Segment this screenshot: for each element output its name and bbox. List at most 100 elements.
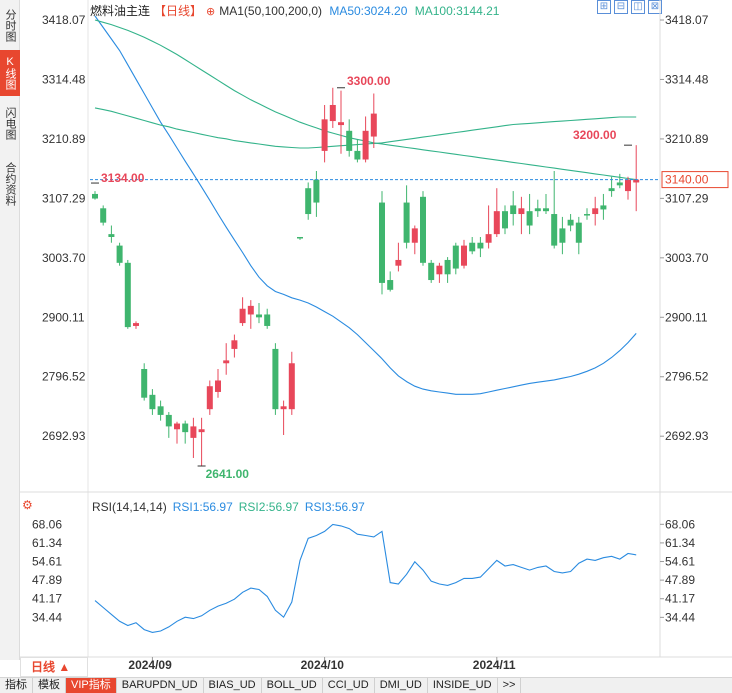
candle-body <box>518 208 525 215</box>
tab-dmi[interactable]: DMI_UD <box>375 678 428 693</box>
rsi1-value: RSI1:56.97 <box>172 500 233 514</box>
chart-canvas[interactable]: 3418.07 3418.07 3314.48 3314.48 3210.89 3210.… <box>0 0 732 677</box>
rsi-label-left: 47.89 <box>32 573 62 587</box>
indicator-settings-icon[interactable]: ⚙ <box>22 498 33 512</box>
candle-body <box>428 262 435 281</box>
tab-cci[interactable]: CCI_UD <box>323 678 375 693</box>
price-label-left: 2796.52 <box>42 370 86 384</box>
candle-body <box>436 265 443 275</box>
rsi-label-left: 68.06 <box>32 517 62 531</box>
ma50-value: MA50:3024.20 <box>329 4 408 18</box>
add-indicator-icon[interactable]: ⊕ <box>206 6 216 18</box>
current-price-tag <box>661 171 729 189</box>
candle-body <box>477 242 484 249</box>
tab-vip-indicators[interactable]: VIP指标 <box>66 678 117 693</box>
candle-body <box>124 262 131 328</box>
candle-body <box>116 245 123 263</box>
candle-body <box>469 242 476 252</box>
ma-params[interactable]: MA1(50,100,200,0) <box>219 4 322 18</box>
price-label-left: 3107.29 <box>42 191 86 205</box>
price-label-left: 3210.89 <box>42 132 86 146</box>
candle-body <box>575 222 582 243</box>
price-label-left: 3418.07 <box>42 13 86 27</box>
candle-body <box>584 214 590 216</box>
price-label-right: 3314.48 <box>665 72 709 86</box>
candle-body <box>288 363 295 410</box>
left-level-label: 3134.00 <box>101 171 145 185</box>
candle-body <box>338 122 344 126</box>
recent-high-label: 3200.00 <box>573 128 617 142</box>
price-label-right: 2692.93 <box>665 429 709 443</box>
candle-body <box>157 406 164 415</box>
zoom-in-icon[interactable]: ⊞ <box>597 0 611 14</box>
more-tabs-button[interactable]: >> <box>498 678 522 693</box>
tab-inside[interactable]: INSIDE_UD <box>428 678 498 693</box>
ma100-value: MA100:3144.21 <box>414 4 500 18</box>
candle-body <box>444 259 451 275</box>
price-label-left: 2692.93 <box>42 429 86 443</box>
ma-line-ma50 <box>94 15 637 395</box>
candle-body <box>305 188 312 215</box>
candle-body <box>559 228 566 243</box>
tab-kline[interactable]: K线图 <box>0 50 20 96</box>
rsi-label-right: 61.34 <box>665 536 695 550</box>
rsi-label-right: 41.17 <box>665 592 695 606</box>
candle-body <box>370 113 377 137</box>
current-price-label: 3140.00 <box>665 173 709 187</box>
rsi-label-right: 47.89 <box>665 573 695 587</box>
price-label-right: 2796.52 <box>665 370 709 384</box>
rsi-label-left: 34.44 <box>32 610 62 624</box>
tab-timeshare[interactable]: 分时图 <box>4 8 16 42</box>
candle-body <box>215 380 221 392</box>
rsi-title[interactable]: RSI(14,14,14) <box>92 500 167 514</box>
reset-icon[interactable]: ⊠ <box>648 0 662 14</box>
candle-body <box>526 211 533 226</box>
date-label: 2024/11 <box>473 658 516 672</box>
candle-body <box>149 394 156 410</box>
candle-body <box>256 314 262 318</box>
period-selector-button[interactable]: 日线 ▲ <box>20 657 88 677</box>
layout-icon[interactable]: ◫ <box>631 0 645 14</box>
rsi-label-right: 34.44 <box>665 610 695 624</box>
candle-body <box>379 202 385 283</box>
candle-body <box>625 179 631 192</box>
tab-barupdn[interactable]: BARUPDN_UD <box>117 678 204 693</box>
candle-body <box>133 323 139 326</box>
tab-contract-info[interactable]: 合约资料 <box>4 162 16 206</box>
candle-body <box>141 369 148 398</box>
zoom-out-icon[interactable]: ⊟ <box>614 0 628 14</box>
tab-boll[interactable]: BOLL_UD <box>262 678 323 693</box>
candle-body <box>493 211 500 235</box>
candle-body <box>92 193 98 199</box>
price-label-right: 3003.70 <box>665 251 709 265</box>
price-label-right: 2900.11 <box>665 310 708 324</box>
candle-body <box>174 423 180 430</box>
price-label-left: 3003.70 <box>42 251 86 265</box>
candle-body <box>329 104 336 122</box>
rsi-label-left: 61.34 <box>32 536 62 550</box>
price-grid <box>20 0 732 658</box>
price-label-left: 2900.11 <box>42 310 85 324</box>
candle-body <box>633 179 640 183</box>
candle-body <box>510 205 517 215</box>
candle-body <box>387 280 394 290</box>
candle-body <box>108 234 115 237</box>
tab-templates[interactable]: 模板 <box>33 678 66 693</box>
candle-body <box>411 228 418 243</box>
candle-body <box>231 340 238 349</box>
candle-body <box>543 208 549 212</box>
price-axis: 3418.07 3418.07 3314.48 3314.48 3210.89 3210.… <box>42 13 709 443</box>
tab-bias[interactable]: BIAS_UD <box>204 678 262 693</box>
left-view-tabs: 分时图 K线图 闪电图 合约资料 <box>0 0 20 660</box>
candle-body <box>502 211 508 229</box>
candle-body <box>608 188 615 192</box>
candle-body <box>247 305 254 315</box>
tab-indicators[interactable]: 指标 <box>0 678 33 693</box>
low-label: 2641.00 <box>206 467 250 481</box>
period-label[interactable]: 【日线】 <box>154 4 203 18</box>
chart-header: 燃料油主连 【日线】 ⊕ MA1(50,100,200,0) MA50:3024.20… <box>90 2 503 18</box>
tab-lightning[interactable]: 闪电图 <box>4 106 16 140</box>
candle-body <box>239 308 246 324</box>
price-label-right: 3418.07 <box>665 13 709 27</box>
candle-body <box>362 130 369 160</box>
